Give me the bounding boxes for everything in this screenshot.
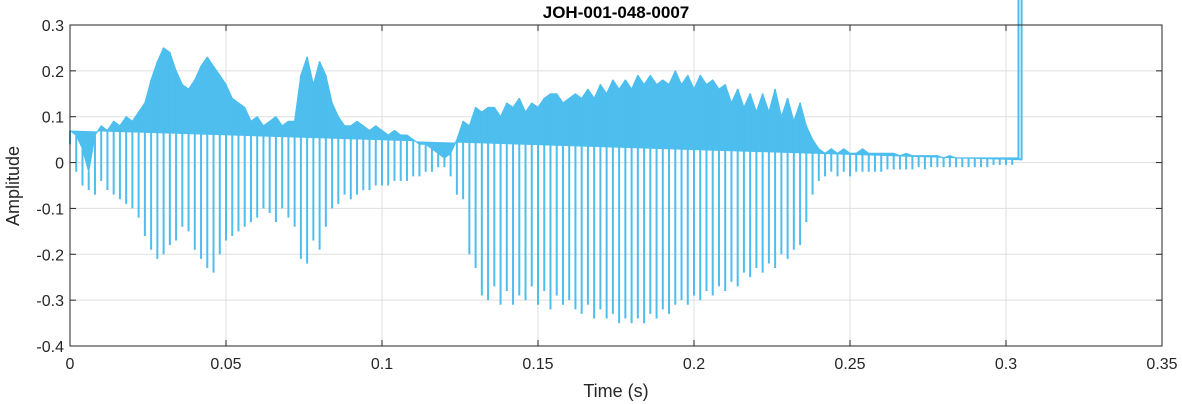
x-tick-label: 0.1	[371, 356, 393, 373]
y-tick-label: -0.1	[36, 201, 64, 218]
x-tick-label: 0.05	[210, 356, 241, 373]
ticks	[69, 24, 1163, 347]
series-layer	[69, 0, 1023, 324]
y-tick-label: 0.1	[42, 110, 64, 127]
x-tick-label: 0.35	[1146, 356, 1177, 373]
x-axis-label: Time (s)	[583, 381, 648, 401]
chart-title: JOH-001-048-0007	[543, 3, 689, 22]
y-tick-label: 0	[55, 156, 64, 173]
plot-border	[69, 24, 1163, 347]
y-tick-label: 0.3	[42, 18, 64, 35]
x-tick-label: 0.25	[834, 356, 865, 373]
x-tick-label: 0.2	[683, 356, 705, 373]
y-tick-label: 0.2	[42, 64, 64, 81]
plot-area	[70, 25, 1162, 346]
y-tick-labels: 0.3 0.2 0.1 0 -0.1 -0.2 -0.3 -0.4	[36, 18, 64, 356]
x-tick-label: 0.15	[522, 356, 553, 373]
y-axis-label: Amplitude	[3, 146, 23, 226]
x-tick-label: 0.3	[995, 356, 1017, 373]
y-tick-label: -0.2	[36, 247, 64, 264]
x-tick-label: 0	[66, 356, 75, 373]
x-tick-labels: 0 0.05 0.1 0.15 0.2 0.25 0.3 0.35	[66, 356, 1178, 373]
y-tick-label: -0.4	[36, 339, 64, 356]
grid	[69, 24, 1163, 347]
y-tick-label: -0.3	[36, 293, 64, 310]
